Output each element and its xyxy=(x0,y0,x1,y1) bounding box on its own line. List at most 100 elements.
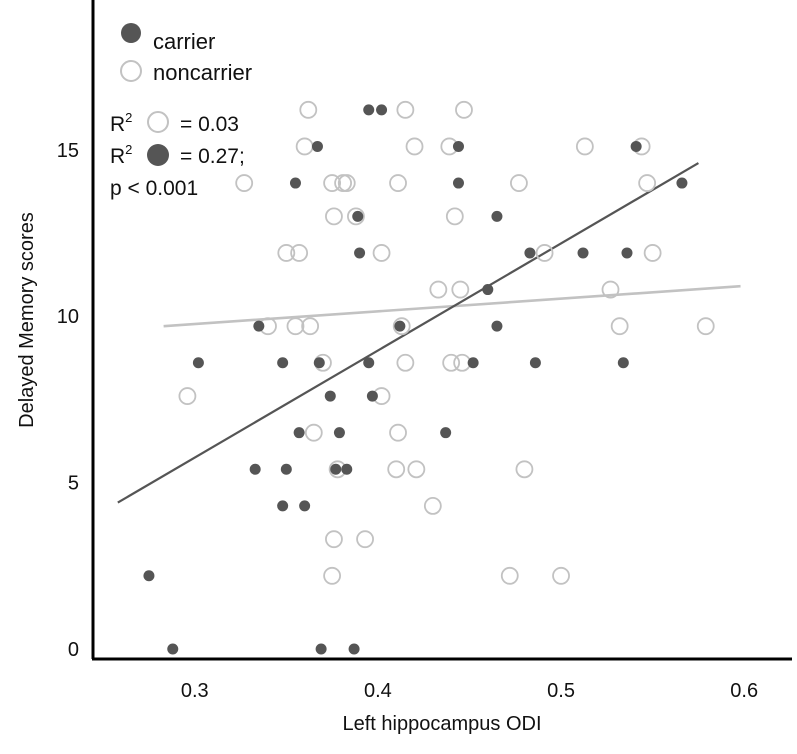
r2-carrier-superscript: 2 xyxy=(125,142,132,157)
carrier-point xyxy=(491,320,503,332)
fit-lines xyxy=(117,162,741,504)
noncarrier-point xyxy=(290,244,309,262)
carrier-point xyxy=(280,463,292,475)
carrier-point xyxy=(330,463,342,475)
noncarrier-point xyxy=(323,174,342,192)
noncarrier-point xyxy=(325,207,343,226)
noncarrier-point xyxy=(347,207,365,226)
r2-carrier-label: R xyxy=(110,145,125,168)
carrier-point xyxy=(363,104,375,116)
y-axis-title: Delayed Memory scores xyxy=(16,212,38,428)
noncarrier-point xyxy=(372,244,391,262)
noncarrier-point xyxy=(535,244,554,262)
noncarrier-point xyxy=(510,174,528,192)
noncarrier-points xyxy=(178,100,715,585)
noncarrier-point xyxy=(334,174,352,192)
carrier-points xyxy=(143,104,688,655)
noncarrier-point xyxy=(601,280,620,299)
carrier-point xyxy=(452,140,464,152)
noncarrier-point xyxy=(442,353,461,372)
legend-noncarrier-marker xyxy=(120,60,142,82)
carrier-point xyxy=(167,643,179,655)
noncarrier-point xyxy=(389,423,407,442)
y-tick-label: 5 xyxy=(68,473,79,495)
x-tick-labels: 0.3 0.4 0.5 0.6 xyxy=(181,680,758,702)
noncarrier-point xyxy=(405,137,424,156)
noncarrier-point xyxy=(323,566,342,585)
r2-carrier-value: = 0.27; xyxy=(180,145,245,168)
carrier-point xyxy=(293,427,305,439)
carrier-point xyxy=(621,247,633,259)
carrier-point xyxy=(348,643,360,655)
carrier-point xyxy=(143,570,155,582)
x-axis-title: Left hippocampus ODI xyxy=(343,713,542,735)
carrier-point xyxy=(333,427,345,439)
carrier-point xyxy=(299,500,311,512)
noncarrier-point xyxy=(696,317,715,336)
noncarrier-point xyxy=(396,353,415,372)
carrier-point xyxy=(277,500,289,512)
y-tick-label: 10 xyxy=(57,306,79,328)
noncarrier-point xyxy=(337,174,356,192)
noncarrier-point xyxy=(643,244,662,262)
noncarrier-point xyxy=(295,137,314,156)
legend-carrier-marker xyxy=(121,23,141,43)
noncarrier-point xyxy=(407,460,426,479)
noncarrier-point xyxy=(500,566,519,585)
stats-annotation: R2 = 0.03 R2 = 0.27; p < 0.001 xyxy=(110,110,245,200)
carrier-point xyxy=(192,357,204,369)
noncarrier-point xyxy=(445,207,464,226)
noncarrier-point xyxy=(552,566,570,585)
noncarrier-point xyxy=(356,530,374,549)
noncarrier-point xyxy=(575,137,594,156)
noncarrier-point xyxy=(429,280,448,299)
noncarrier-point xyxy=(304,423,323,442)
carrier-point xyxy=(315,643,327,655)
carrier-point xyxy=(676,177,688,189)
legend-noncarrier-label: noncarrier xyxy=(153,60,252,85)
carrier-point xyxy=(529,357,541,369)
noncarrier-point xyxy=(389,174,407,192)
noncarrier-point xyxy=(451,280,470,299)
r2-noncarrier-value: = 0.03 xyxy=(180,113,239,136)
noncarrier-point xyxy=(610,317,629,336)
carrier-point xyxy=(253,320,265,332)
carrier-point xyxy=(440,427,452,439)
noncarrier-point xyxy=(423,496,442,515)
svg-text:R2: R2 xyxy=(110,142,132,168)
carrier-point xyxy=(376,104,388,116)
carrier-point xyxy=(324,390,336,402)
y-tick-labels: 0 5 10 15 xyxy=(57,140,79,661)
legend: carrier noncarrier xyxy=(120,23,252,85)
carrier-point xyxy=(341,463,353,475)
carrier-point xyxy=(467,357,479,369)
carrier-point xyxy=(249,463,261,475)
noncarrier-point xyxy=(392,317,411,336)
noncarrier-point xyxy=(515,460,534,479)
carrier-point xyxy=(452,177,464,189)
carrier-point xyxy=(394,320,406,332)
r2-carrier-marker xyxy=(147,144,169,166)
noncarrier-point xyxy=(387,460,406,479)
x-tick-label: 0.5 xyxy=(547,680,575,702)
x-tick-label: 0.3 xyxy=(181,680,209,702)
carrier-point xyxy=(482,284,494,296)
carrier-point xyxy=(577,247,589,259)
carrier-point xyxy=(354,247,366,259)
noncarrier-point xyxy=(638,174,657,192)
r2-noncarrier-marker xyxy=(147,111,169,133)
carrier-point xyxy=(366,390,378,402)
carrier-point xyxy=(491,210,503,222)
noncarrier-point xyxy=(277,244,296,262)
carrier-point xyxy=(363,357,375,369)
noncarrier-point xyxy=(235,174,254,192)
noncarrier-point xyxy=(396,100,415,119)
carrier-point xyxy=(277,357,289,369)
carrier-fit-line xyxy=(117,162,699,504)
p-value: p < 0.001 xyxy=(110,177,198,200)
carrier-point xyxy=(313,357,325,369)
noncarrier-point xyxy=(325,530,343,549)
noncarrier-point xyxy=(286,317,305,336)
carrier-point xyxy=(289,177,301,189)
